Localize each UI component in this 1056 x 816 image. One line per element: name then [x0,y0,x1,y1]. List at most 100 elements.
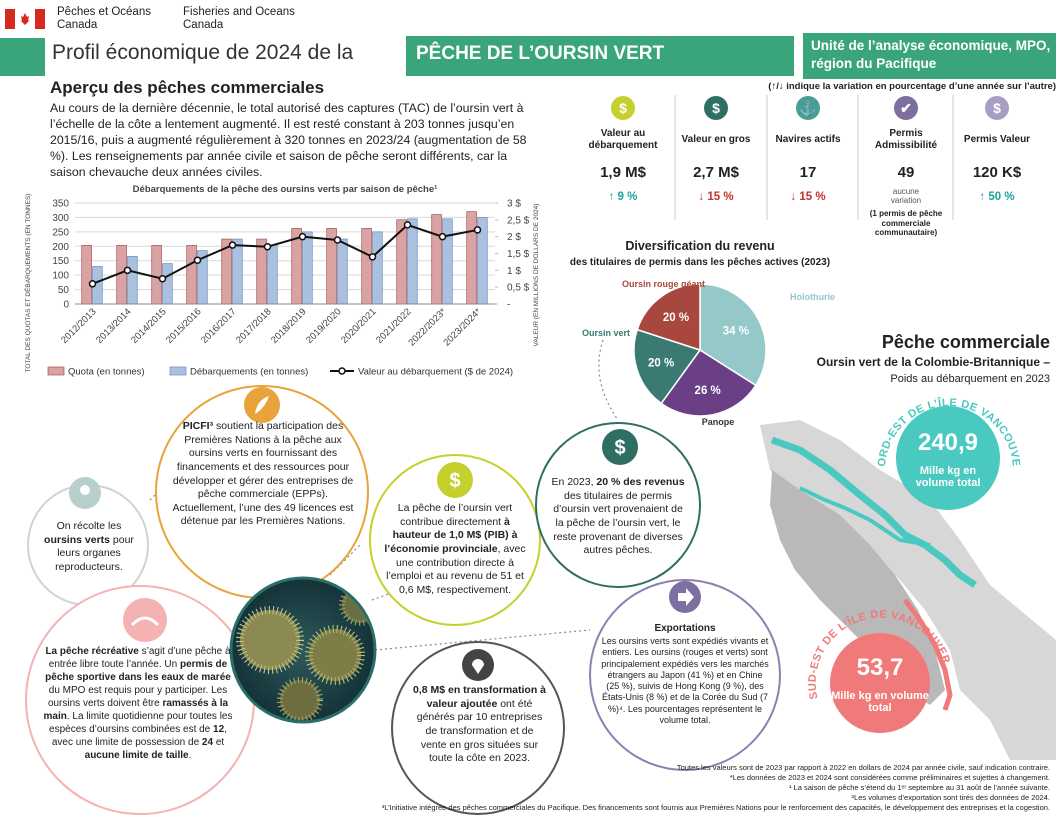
title-box [406,36,794,76]
text-run: à hauteur de 1,0 M$ (PIB) à l’économie p… [384,515,518,555]
title-prefix: Profil économique de 2024 de la [52,41,354,64]
commercial-caption: Poids au débarquement en 2023 [890,373,1050,385]
kpi-icon: $ [611,96,635,120]
kpi-icon: $ [704,96,728,120]
text-run: La pêche récréative [45,646,139,657]
y-tick-label: 50 [58,285,70,296]
footnote: ³L’Initiative intégrée des pêches commer… [381,803,1050,812]
text-run: En 2023, [551,476,597,488]
value-point [158,275,167,283]
text-run: 20 % des revenus [596,476,685,488]
footnote: ¹ La saison de pêche s’étend du 1ᵉʳ sept… [788,783,1050,792]
pie-category-label: Oursin vert [582,328,630,338]
text-run: PICFI³ [182,420,214,432]
y-axis-label: TOTAL DES QUOTAS ET DÉBARQUEMENTS (EN TO… [23,194,32,373]
text-run: 24 [201,737,214,748]
pie-category-label: Oursin rouge géant [622,279,705,289]
value-point [228,241,237,249]
kpi-value: 1,9 M$ [600,164,646,181]
kpi-note: (↑/↓ indique la variation en pourcentage… [768,81,1056,92]
text-run: des titulaires de permis d’oursin vert p… [553,489,683,557]
text-run: oursins verts [44,533,110,546]
bar [162,263,173,305]
value-point [368,253,377,261]
exports-title: Exportations [654,623,716,634]
bar [302,231,313,305]
kpi-icon: ✔ [894,96,918,120]
southeast-badge [830,633,930,733]
pie-value-label: 26 % [695,385,721,397]
y2-tick-label: 2 $ [507,232,521,243]
footnote: *Les données de 2023 et 2024 sont consid… [729,773,1050,782]
bar [127,256,138,305]
bar [267,244,278,305]
bubble [391,641,565,815]
kpi-value: 49 [897,164,915,181]
text-run: du MPO est requis pour y participer. Les… [47,685,228,709]
footnote: ²Les volumes d’exportation sont tirés de… [851,793,1050,802]
kpi-value: 120 K$ [972,164,1022,181]
kpi: $ Valeur au débarquement 1,9 M$ ↑ 9 % [577,96,669,203]
bar [151,245,162,305]
recreational-text: La pêche récréative s’agit d’une pêche à… [40,645,236,762]
pie-value-label: 34 % [723,325,749,337]
text-run: soutient la participation des Premières … [172,420,354,528]
value-point [88,280,97,288]
y-tick-label: 300 [52,213,69,224]
kpi-label: Valeur en gros [681,134,751,145]
text-run: ramassés à la main [43,698,229,722]
x-tick-label: 2015/2016 [164,306,204,346]
chart-title: Débarquements de la pêche des oursins ve… [133,184,438,195]
picfi-text: PICFI³ soutient la participation des Pre… [170,420,356,529]
legend-label: Quota (en tonnes) [68,367,145,378]
dept-en: Fisheries and Oceans Canada [183,6,295,32]
text-run: . La limite quotidienne pour toutes les … [49,711,233,735]
kpi-change: ↓ 15 % [790,191,826,203]
region-value: 53,7 [857,654,904,681]
text-run: aucune limite de taille [84,750,189,761]
svg-text:$: $ [449,470,460,492]
kpi: $ Permis Valeur 120 K$ ↑ 50 % [951,96,1043,203]
value-point [438,232,447,241]
x-tick-label: 2016/2017 [199,306,239,346]
kpi-change: ↓ 15 % [698,191,734,203]
unit: Unité de l’analyse économique, MPO, régi… [811,38,1051,71]
overview-text: Au cours de la dernière décennie, le tot… [50,101,527,179]
legend-point [338,367,346,375]
pie-subtitle: des titulaires de permis dans les pêches… [570,257,830,268]
x-tick-label: 2017/2018 [234,306,274,346]
y2-tick-label: 2,5 $ [507,215,530,226]
text-run: 12 [213,724,225,735]
x-tick-label: 2013/2014 [94,306,134,346]
bar [186,245,197,305]
kpi-value: 2,7 M$ [693,164,739,181]
text-run: , avec une contribution directe à l’empl… [386,542,526,596]
pie-category-label: Holothurie [790,292,835,302]
y-tick-label: 100 [52,271,69,282]
pie-value-label: 20 % [663,312,689,324]
bar [81,245,92,305]
value-point [333,236,342,244]
income-text: En 2023, 20 % des revenus des titulaires… [548,476,688,558]
overview-heading: Aperçu des pêches commerciales [50,78,325,97]
unit-box [803,33,1056,79]
northeast-coast [799,486,931,547]
text-run: . [188,750,192,761]
region-value: 240,9 [918,429,978,456]
dept-fr: Pêches et Océans Canada [57,6,151,32]
pie-category-label: Panope [702,417,735,427]
kpi: ✔ Permis Admissibilité 49 aucune variation (… [860,96,952,238]
harvest-text: On récolte les oursins verts pour leurs … [42,520,136,575]
value-line [92,223,478,285]
flag [5,9,45,29]
value-point [263,243,272,251]
bar [466,211,477,305]
urchin-photo-frame [229,576,377,724]
bar [337,238,348,305]
bubble-icons: $ $ [69,387,701,681]
value-point [473,226,482,234]
y2-axis-label: VALEUR (EN MILLIONS DE DOLLARS DE 2024) [533,204,540,347]
x-tick-label: 2012/2013 [59,306,99,346]
